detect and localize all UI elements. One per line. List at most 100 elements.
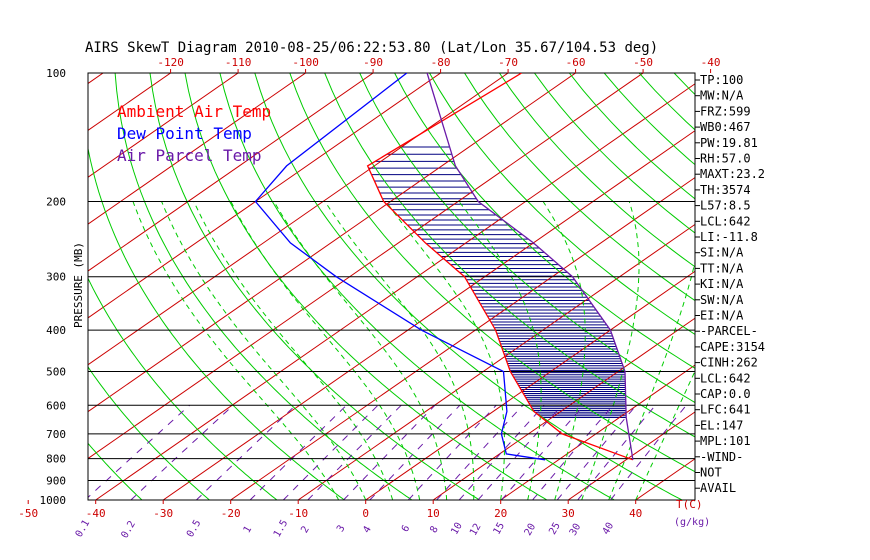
dry-adiabat-line [114,73,413,500]
pressure-tick-label: 400 [46,324,66,337]
index-label: -PARCEL- [700,324,758,338]
isotherm-line [95,83,695,500]
index-label: TP:100 [700,73,743,87]
index-label: MW:N/A [700,89,744,103]
index-label: NOT [700,466,722,480]
background-grid [0,73,870,500]
mixing-ratio-tick-label: 8 [428,524,441,535]
series-line [254,73,546,461]
legend-entry: Dew Point Temp [117,124,252,143]
index-label: L57:8.5 [700,199,751,213]
mixing-ratio-line [436,404,524,500]
dry-adiabat-line [88,145,345,500]
dry-adiabat-line [359,73,695,404]
mixing-ratio-tick-label: 0.5 [185,518,204,539]
top-temp-tick-label: -60 [566,56,586,69]
index-label: -WIND- [700,450,743,464]
dry-adiabat-line [149,73,480,500]
mixing-ratio-tick-label: 10 [449,521,465,537]
mixing-ratio-line [556,404,637,500]
mixing-ratio-line [282,404,379,500]
mixing-ratio-tick-label: 12 [468,522,484,538]
mixing-ratio-tick-label: 1 [242,524,255,535]
bottom-temp-tick-label: -50 [18,507,38,520]
moist-adiabat-line [635,369,695,500]
chart-title: AIRS SkewT Diagram 2010-08-25/06:22:53.8… [85,40,658,56]
dry-adiabat-line [429,73,695,336]
isotherm-line [365,270,695,500]
legend-entry: Air Parcel Temp [117,146,262,165]
dry-adiabat-line [779,73,870,500]
mixing-ratio-tick-label: 30 [568,522,584,538]
mixing-ratio-tick-label: 15 [492,521,508,537]
pressure-tick-label: 900 [46,474,66,487]
mixing-ratio-tick-label: 0.1 [74,518,93,539]
isotherm-line [567,411,695,500]
index-label: LI:-11.8 [700,230,758,244]
mixing-ratio-tick-label: 6 [400,523,413,534]
dry-adiabat-line [289,73,695,473]
index-label: KI:N/A [700,277,744,291]
bottom-temp-tick-label: -30 [153,507,173,520]
top-temp-tick-label: -90 [363,56,383,69]
pressure-tick-label: 600 [46,399,66,412]
top-temp-tick-label: -120 [157,56,184,69]
index-label: TH:3574 [700,183,751,197]
moist-adiabat-line [542,201,586,500]
isotherm-line [88,73,441,319]
dry-adiabat-line [814,73,870,500]
index-label: RH:57.0 [700,152,751,166]
mixing-ratio-tick-label: 2 [299,524,312,535]
top-temp-tick-label: -50 [633,56,653,69]
mixing-ratio-line [610,404,687,500]
y-axis-label: PRESSURE (MB) [72,242,85,328]
top-temp-tick-label: -40 [701,56,721,69]
index-label: LCL:642 [700,214,751,228]
index-label: AVAIL [700,481,736,495]
isotherm-line [88,73,306,225]
dry-adiabat-line [464,73,695,302]
index-label: CINH:262 [700,356,758,370]
top-temp-tick-label: -100 [292,56,319,69]
index-label: CAPE:3154 [700,340,765,354]
profile-series [254,73,634,461]
cape-shading [368,146,627,419]
bottom-temp-tick-label: -40 [86,507,106,520]
mixing-ratio-tick-label: 1.5 [272,518,291,539]
isotherm-line [88,73,239,178]
pressure-tick-label: 100 [46,67,66,80]
bottom-temp-tick-label: -10 [288,507,308,520]
pressure-tick-label: 500 [46,365,66,378]
dry-adiabat-line [394,73,695,369]
moist-adiabat-line [273,201,448,500]
dry-adiabat-line [849,73,870,500]
bottom-temp-tick-label: 0 [362,507,369,520]
isotherm-line [771,73,870,500]
mixing-ratio-tick-label: 20 [523,522,539,538]
dry-adiabat-line [744,73,870,500]
mixing-ratio-tick-label: 40 [601,521,617,537]
index-label: EL:147 [700,418,743,432]
bottom-temp-tick-label: -20 [221,507,241,520]
legend-entry: Ambient Air Temp [117,102,271,121]
index-label: EI:N/A [700,309,744,323]
mixing-ratio-line [477,404,563,500]
plot-frame [87,72,696,501]
isotherm-line [88,73,374,272]
mixing-ratio-tick-label: 0.2 [119,519,138,540]
index-label: PW:19.81 [700,136,758,150]
dry-adiabat-line [0,73,7,500]
isotherm-line [500,364,695,500]
mixing-ratio-tick-label: 4 [361,524,374,535]
bottom-temp-tick-label: 20 [494,507,507,520]
dry-adiabat-line [88,442,143,500]
dry-adiabat-line [498,73,695,268]
index-label: SW:N/A [700,293,744,307]
isotherm-line [297,223,695,500]
isotherm-line [88,73,509,366]
mixing-ratio-tick-label: 25 [547,521,563,537]
dry-adiabat-line [88,277,278,500]
dry-adiabat-line [254,73,683,500]
